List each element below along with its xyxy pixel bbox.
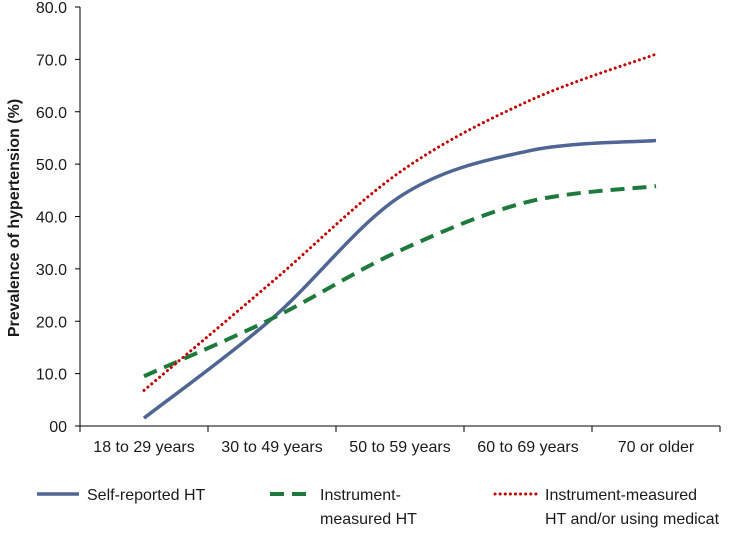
- x-tick-label: 70 or older: [618, 439, 695, 456]
- y-tick-label: 00: [49, 419, 67, 436]
- y-tick-label: 20.0: [36, 314, 67, 331]
- y-tick-label: 80.0: [36, 0, 67, 17]
- y-tick-label: 10.0: [36, 367, 67, 384]
- series-line-1: [142, 138, 657, 420]
- x-tick-label: 50 to 59 years: [349, 439, 450, 456]
- series-line-3: [142, 52, 658, 392]
- chart-legend: Self-reported HT Instrument-measured HT In…: [37, 487, 720, 528]
- legend-label: measured HT: [320, 511, 417, 528]
- y-tick-label: 30.0: [36, 262, 67, 279]
- y-tick-label: 40.0: [36, 210, 67, 227]
- x-tick-label: 30 to 49 years: [221, 439, 322, 456]
- legend-label: HT and/or using medicat: [545, 511, 720, 528]
- legend-label: Instrument-measured: [545, 487, 697, 504]
- y-axis-label: Prevalence of hypertension (%): [6, 99, 23, 337]
- x-tick-label: 60 to 69 years: [477, 439, 578, 456]
- x-tick-label: 18 to 29 years: [93, 439, 194, 456]
- y-tick-label: 70.0: [36, 52, 67, 69]
- chart-ticks: 00 10.0 20.0 30.0 40.0 50.0 60.0 70.0 80.0 18 to …: [36, 0, 721, 456]
- y-tick-label: 60.0: [36, 105, 67, 122]
- chart-series: [142, 52, 658, 420]
- legend-label: Instrument-: [320, 487, 401, 504]
- series-line-2: [143, 184, 657, 379]
- legend-label: Self-reported HT: [87, 487, 205, 504]
- y-tick-label: 50.0: [36, 157, 67, 174]
